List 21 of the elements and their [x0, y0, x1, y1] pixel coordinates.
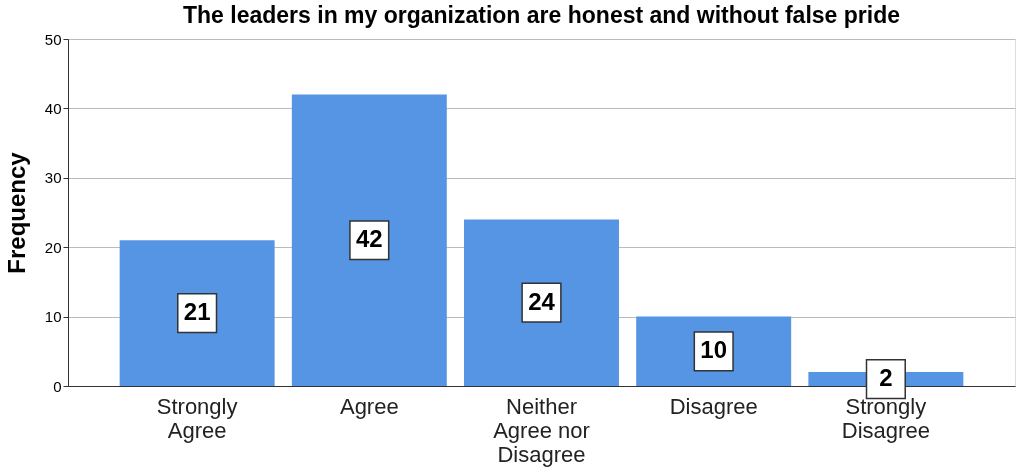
- data-label: 21: [183, 298, 211, 326]
- y-tick-label: 20: [44, 238, 62, 256]
- data-label: 24: [528, 287, 556, 315]
- chart-title: The leaders in my organization are honest and without false pride: [183, 2, 900, 28]
- y-tick-label: 30: [44, 169, 62, 187]
- y-axis-title: Frequency: [2, 151, 30, 274]
- data-label: 2: [879, 364, 893, 392]
- y-tick-label: 40: [44, 99, 62, 117]
- bar: [119, 240, 275, 386]
- x-tick-label: Neither Agree nor Disagree: [493, 393, 590, 467]
- data-label: 10: [700, 336, 728, 364]
- y-tick-label: 50: [44, 30, 62, 48]
- y-tick-label: 0: [53, 377, 62, 395]
- x-tick-label: Agree: [339, 393, 399, 419]
- data-label: 42: [355, 225, 383, 253]
- y-tick-label: 10: [44, 308, 62, 326]
- bar: [291, 94, 447, 386]
- x-tick-label: Disagree: [669, 393, 758, 419]
- x-tick-label: Strongly Disagree: [841, 393, 930, 443]
- bar: [464, 219, 619, 386]
- x-tick-label: Strongly Agree: [156, 393, 238, 443]
